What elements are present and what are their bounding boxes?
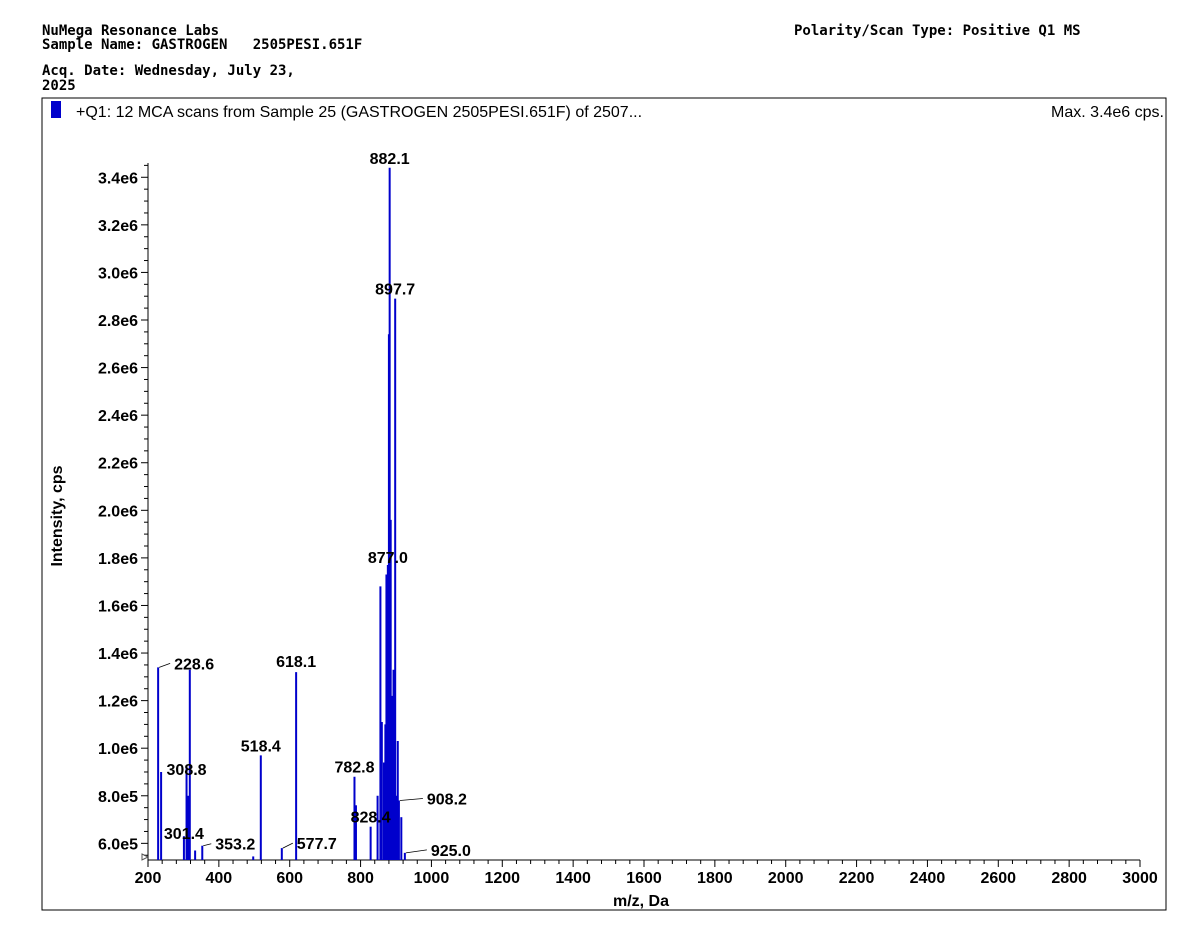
x-tick-label: 2400 — [910, 870, 946, 887]
plot-title: +Q1: 12 MCA scans from Sample 25 (GASTRO… — [76, 104, 642, 121]
x-tick-label: 3000 — [1122, 870, 1158, 887]
y-tick-label: 2.0e6 — [98, 503, 138, 520]
peak-labels-group: 882.1 897.7 877.0 228.6 618.1 518.4 308.8 782.8… — [158, 151, 471, 860]
peak-label: 908.2 — [427, 792, 467, 809]
y-tick-label: 1.4e6 — [98, 646, 138, 663]
peak-label: 877.0 — [368, 550, 408, 567]
y-tick-label: 3.2e6 — [98, 218, 138, 235]
series-legend-swatch — [51, 101, 61, 118]
peak-label: 308.8 — [167, 762, 207, 779]
peaks-group — [157, 167, 406, 860]
y-tick-label: 1.8e6 — [98, 551, 138, 568]
peak-label: 897.7 — [375, 282, 415, 299]
y-tick-label: 8.0e5 — [98, 789, 138, 806]
x-tick-label: 2600 — [980, 870, 1016, 887]
peak-label: 882.1 — [370, 151, 410, 168]
x-tick-label: 1200 — [484, 870, 520, 887]
acq-date-line2: 2025 — [42, 78, 76, 94]
x-tick-label: 600 — [276, 870, 303, 887]
x-axis-label: m/z, Da — [613, 893, 669, 910]
peak-leader-line — [158, 662, 171, 668]
x-tick-label: 200 — [135, 870, 162, 887]
sample-name: Sample Name: GASTROGEN 2505PESI.651F — [42, 37, 363, 53]
peak-label: 828.4 — [351, 810, 391, 827]
plot-frame — [41, 97, 1167, 911]
x-tick-label: 800 — [347, 870, 374, 887]
y-tick-label: 2.8e6 — [98, 313, 138, 330]
peak-leader-line — [399, 798, 423, 801]
peak-label: 228.6 — [174, 656, 214, 673]
peak-leader-line — [282, 842, 293, 849]
x-tick-label: 2200 — [839, 870, 875, 887]
origin-marker-icon — [141, 853, 150, 861]
x-tick-label: 400 — [206, 870, 233, 887]
y-axis-label: Intensity, cps — [49, 465, 66, 566]
y-tick-label: 2.2e6 — [98, 456, 138, 473]
y-tick-label: 2.6e6 — [98, 361, 138, 378]
y-tick-label: 6.0e5 — [98, 836, 138, 853]
x-tick-label: 2800 — [1051, 870, 1087, 887]
peak-label: 353.2 — [215, 837, 255, 854]
x-tick-label: 1600 — [626, 870, 662, 887]
acq-date-line1: Acq. Date: Wednesday, July 23, — [42, 63, 295, 79]
y-tick-label: 3.4e6 — [98, 170, 138, 187]
x-tick-label: 2000 — [768, 870, 804, 887]
peak-label: 925.0 — [431, 843, 471, 860]
y-tick-label: 2.4e6 — [98, 408, 138, 425]
axes-group: 200 400 600 800 1000 1200 1400 1600 1800 2000 2200… — [98, 163, 1158, 887]
y-tick-label: 1.0e6 — [98, 741, 138, 758]
y-tick-label: 1.6e6 — [98, 598, 138, 615]
y-tick-label: 1.2e6 — [98, 694, 138, 711]
polarity-scan-type: Polarity/Scan Type: Positive Q1 MS — [794, 23, 1081, 39]
peak-label: 577.7 — [297, 836, 337, 853]
lab-name: NuMega Resonance Labs — [42, 23, 220, 39]
peak-leader-line — [203, 843, 212, 847]
peak-label: 618.1 — [276, 654, 316, 671]
peak-label: 518.4 — [241, 738, 281, 755]
peak-label: 782.8 — [334, 760, 374, 777]
x-tick-label: 1400 — [555, 870, 591, 887]
peak-leader-line — [405, 849, 427, 854]
y-tick-label: 3.0e6 — [98, 265, 138, 282]
peak-label: 301.4 — [164, 826, 204, 843]
max-intensity-label: Max. 3.4e6 cps. — [1051, 104, 1164, 121]
x-tick-label: 1000 — [414, 870, 450, 887]
x-tick-label: 1800 — [697, 870, 733, 887]
